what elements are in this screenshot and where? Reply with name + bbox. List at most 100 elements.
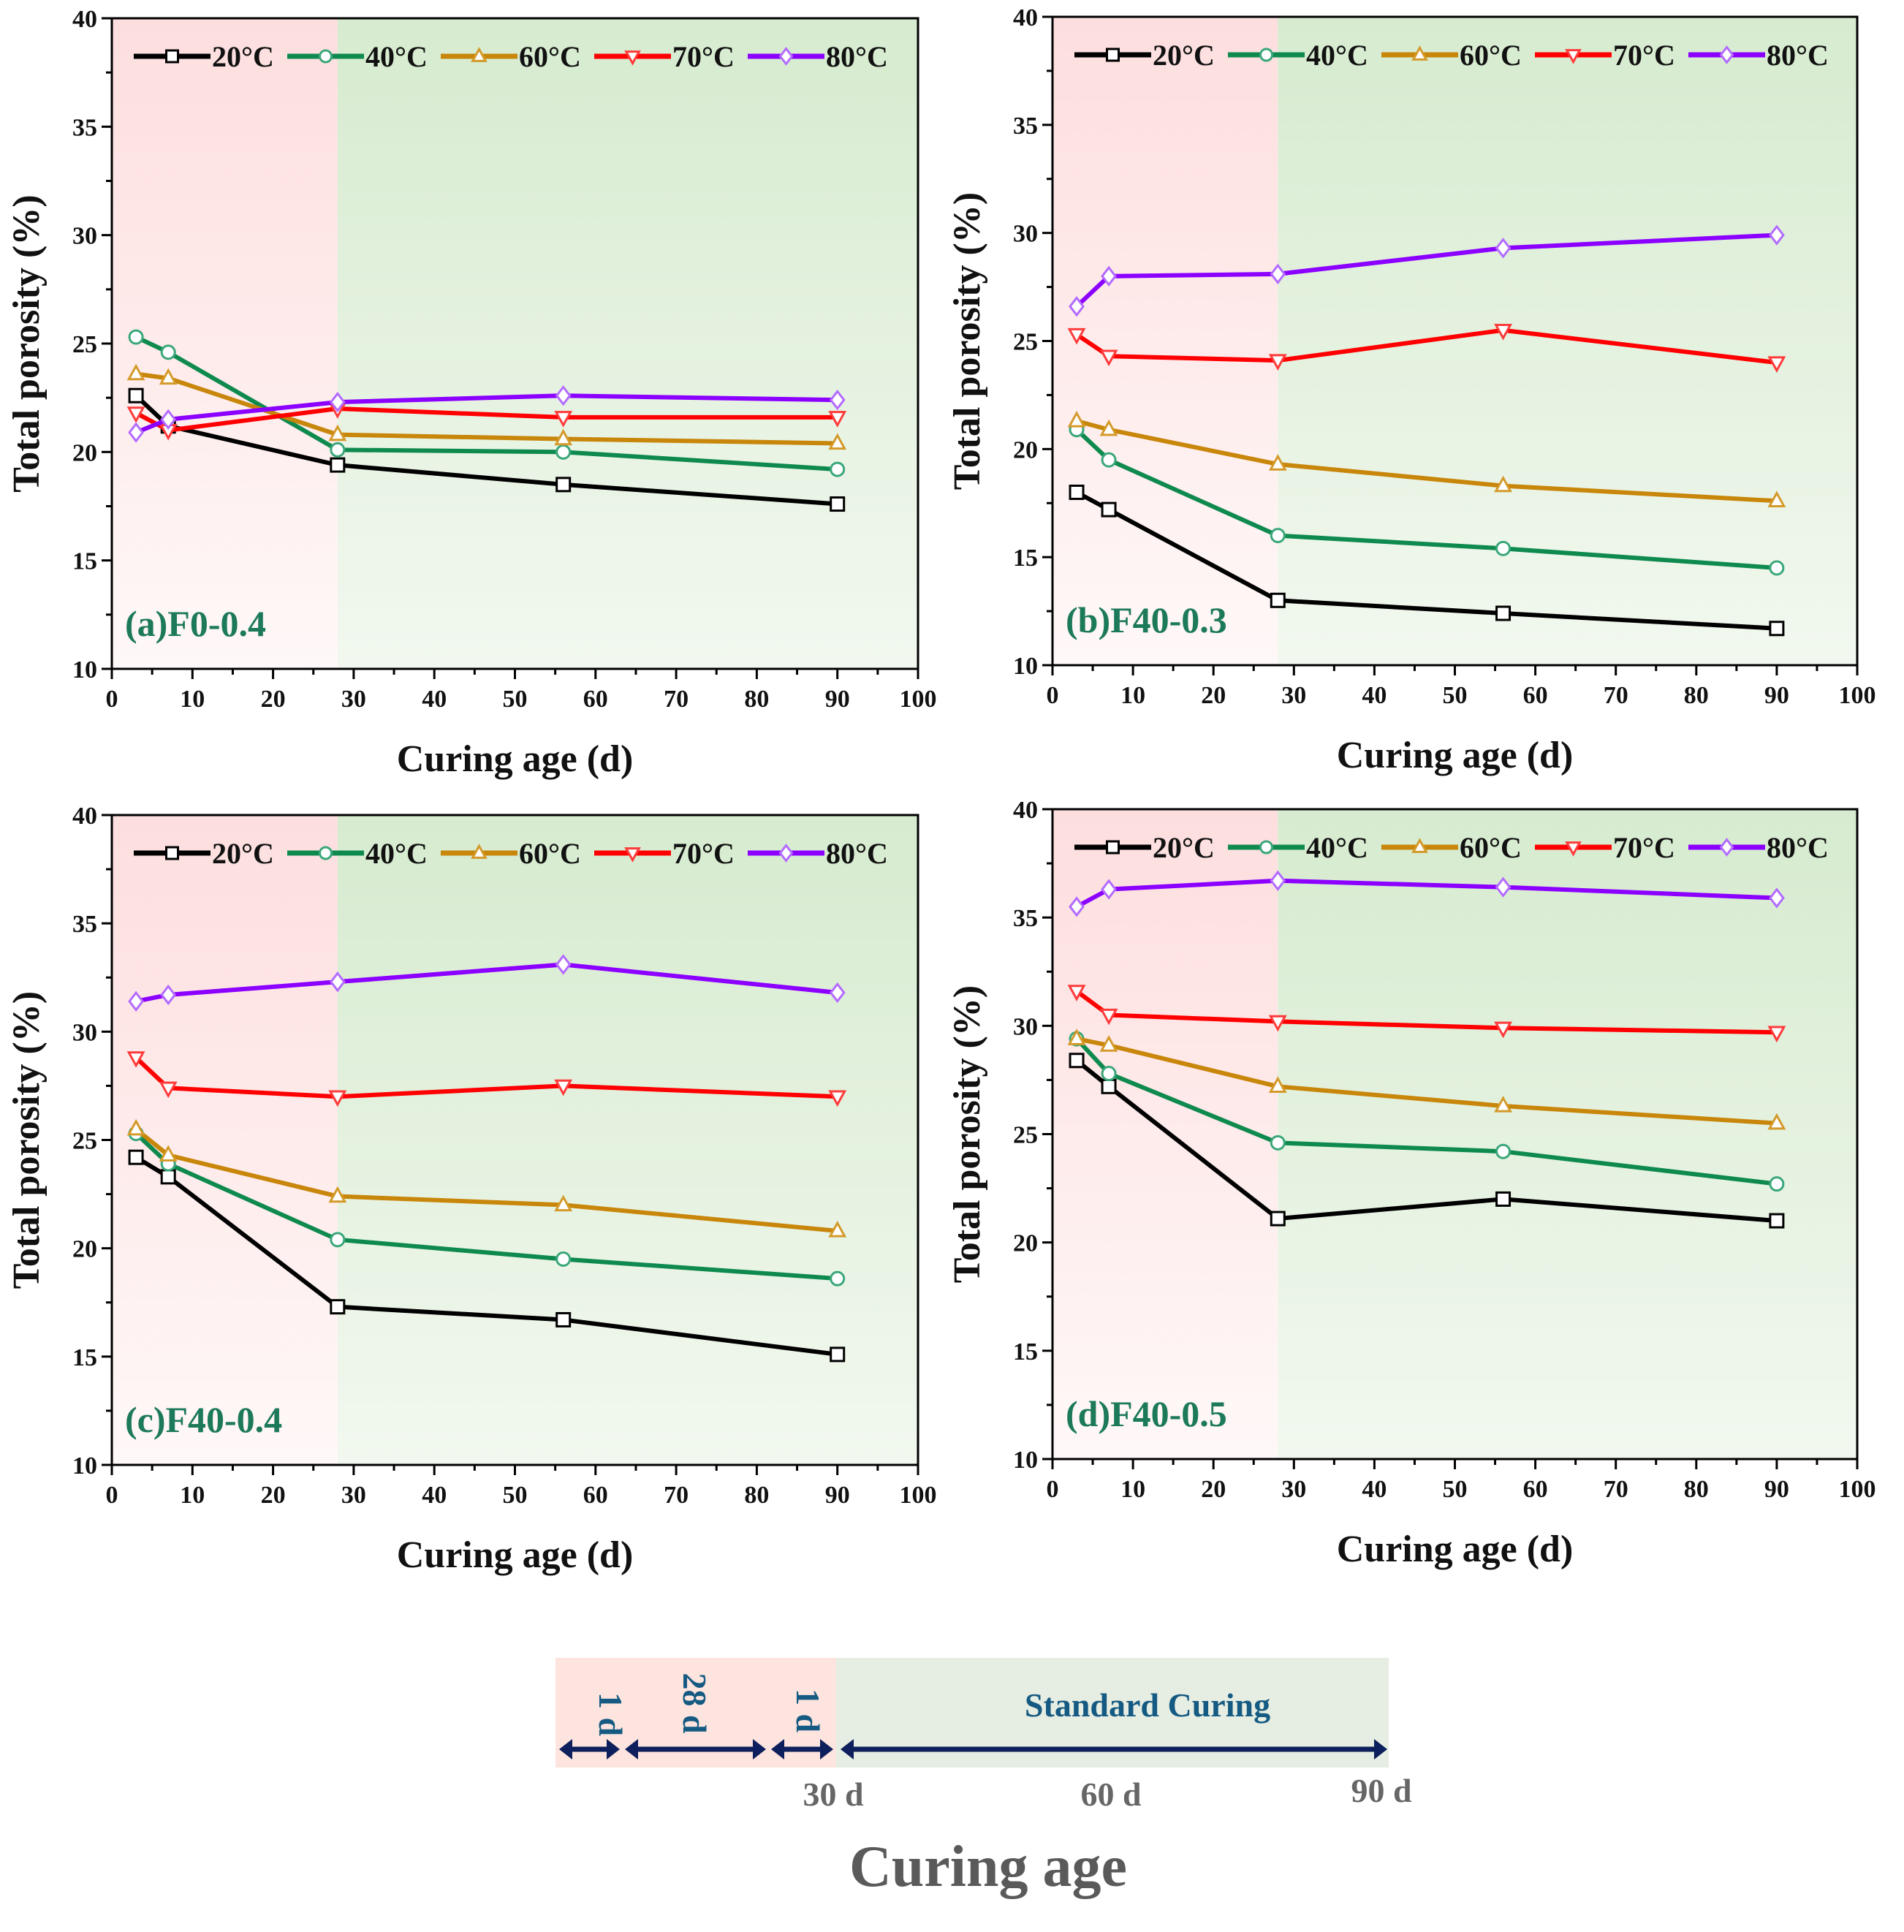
x-tick-label: 70 — [1604, 1476, 1628, 1503]
data-point — [1767, 1026, 1786, 1043]
legend-marker — [471, 844, 488, 859]
x-tick-label: 20 — [261, 686, 286, 713]
legend-marker — [471, 47, 488, 62]
data-point — [1101, 1066, 1117, 1082]
data-point — [126, 406, 145, 423]
series-40c — [1069, 1031, 1785, 1192]
day-mark-30: 30 d — [803, 1776, 864, 1813]
data-point — [329, 971, 346, 993]
data-point — [1101, 1078, 1117, 1094]
series-80c — [1069, 870, 1785, 917]
data-point — [1270, 263, 1286, 285]
y-tick-label: 25 — [1013, 329, 1038, 356]
data-point — [1099, 419, 1118, 436]
x-tick-label: 90 — [1764, 682, 1789, 709]
data-point — [1099, 1035, 1118, 1052]
data-point — [829, 982, 846, 1004]
data-point — [1101, 879, 1117, 900]
arrow-head-right — [1374, 1739, 1387, 1759]
legend-marker — [1411, 838, 1428, 853]
data-point — [126, 363, 145, 381]
legend-marker — [1565, 841, 1582, 857]
legend: 20°C 40°C 60°C 70°C 80°C — [134, 40, 888, 73]
series-80c — [1069, 224, 1785, 317]
y-tick-label: 10 — [72, 656, 97, 683]
legend-marker — [1719, 838, 1734, 857]
x-tick-label: 30 — [1281, 682, 1306, 709]
data-point — [1769, 560, 1785, 576]
data-point — [830, 496, 846, 512]
x-tick-label: 50 — [1443, 682, 1468, 709]
data-point — [830, 1346, 846, 1363]
x-tick-label: 90 — [825, 1482, 850, 1509]
y-axis-title: Total porosity (%) — [947, 192, 988, 490]
x-tick-label: 80 — [1684, 1476, 1709, 1503]
arrow-head-right — [607, 1739, 620, 1759]
x-tick-label: 0 — [1047, 1476, 1059, 1503]
legend-marker — [165, 846, 179, 860]
data-point — [1270, 1211, 1286, 1227]
data-point — [128, 1149, 144, 1165]
panel-label: (b)F40-0.3 — [1066, 599, 1227, 640]
day-mark-90: 90 d — [1351, 1772, 1412, 1809]
y-tick-label: 10 — [1013, 1447, 1038, 1474]
arrow-head-left — [841, 1739, 854, 1759]
legend-label: 20°C — [1153, 39, 1215, 72]
data-point — [554, 1079, 573, 1096]
data-point — [330, 1299, 346, 1315]
standard-curing-shading — [337, 815, 919, 1465]
series-60c — [126, 363, 847, 450]
y-tick-label: 15 — [1013, 545, 1038, 572]
data-point — [1769, 1213, 1785, 1229]
y-tick-label: 40 — [1013, 797, 1038, 824]
legend: 20°C 40°C 60°C 70°C 80°C — [1074, 831, 1829, 864]
x-tick-label: 100 — [1839, 682, 1876, 709]
data-point — [1769, 887, 1785, 909]
data-point — [328, 1186, 347, 1203]
chart-panel-3: 10 15 20 25 30 35 40 0 10 20 30 40 50 60 70 80 90 100 Curi… — [6, 803, 937, 1576]
x-tick-label: 100 — [900, 686, 937, 713]
data-point — [128, 990, 144, 1012]
legend-label: 20°C — [212, 837, 274, 870]
y-tick-label: 35 — [1013, 113, 1038, 140]
data-point — [1268, 454, 1287, 471]
data-point — [1767, 356, 1786, 373]
x-axis-title: Curing age (d) — [1337, 735, 1574, 776]
y-tick-label: 20 — [72, 439, 97, 466]
data-point — [328, 424, 347, 442]
series-70c — [1067, 324, 1786, 373]
legend-marker — [165, 49, 179, 64]
data-point — [829, 389, 846, 411]
y-tick-label: 40 — [72, 6, 97, 33]
x-tick-label: 60 — [1523, 1476, 1548, 1503]
y-tick-label: 35 — [72, 911, 97, 938]
segment-1-arrow — [559, 1739, 620, 1759]
legend-label: 80°C — [826, 40, 888, 73]
data-point — [1494, 1096, 1512, 1113]
x-tick-label: 30 — [1281, 1476, 1306, 1503]
data-point — [1769, 224, 1785, 246]
y-tick-label: 20 — [72, 1236, 97, 1263]
panel-label: (a)F0-0.4 — [125, 603, 266, 644]
x-tick-label: 90 — [825, 686, 850, 713]
segment-1-label: 1 d — [592, 1692, 629, 1737]
data-point — [555, 954, 572, 975]
data-point — [1270, 592, 1286, 608]
legend-marker — [778, 844, 794, 863]
arrow-head-right — [820, 1739, 833, 1759]
series-40c — [128, 329, 846, 477]
series-60c — [1067, 410, 1786, 507]
data-point — [128, 422, 144, 443]
data-point — [1069, 296, 1085, 317]
y-tick-label: 15 — [72, 548, 97, 575]
data-point — [555, 1251, 572, 1267]
data-point — [1494, 1021, 1512, 1039]
y-tick-label: 10 — [1013, 653, 1038, 680]
chart-panel-1: 10 15 20 25 30 35 40 0 10 20 30 40 50 60 70 80 90 100 Curi… — [6, 6, 937, 780]
x-axis-title: Curing age (d) — [397, 1534, 634, 1576]
data-point — [1495, 876, 1512, 898]
x-tick-label: 50 — [503, 686, 528, 713]
data-point — [328, 1090, 347, 1107]
legend-label: 70°C — [1613, 39, 1675, 72]
y-tick-label: 10 — [72, 1452, 97, 1480]
